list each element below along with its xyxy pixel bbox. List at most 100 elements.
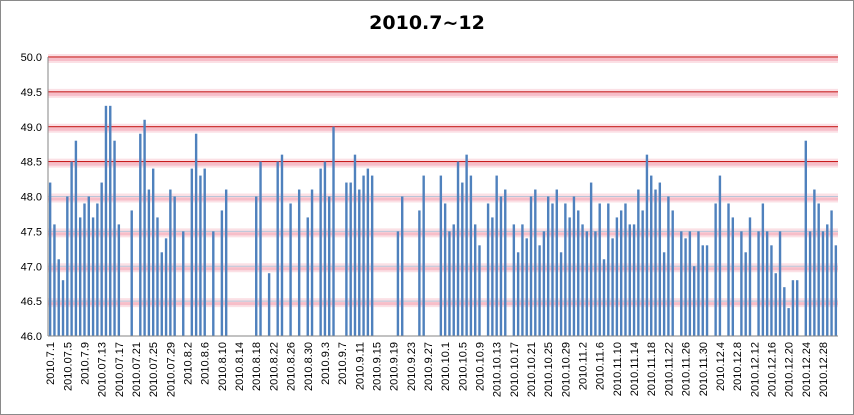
bar xyxy=(705,245,709,336)
x-tick-label: 2010.8.6 xyxy=(200,342,212,385)
bar xyxy=(70,161,73,336)
bar xyxy=(821,231,825,336)
x-tick-label: 2010.07.21 xyxy=(131,342,143,397)
bar xyxy=(53,224,56,336)
bar xyxy=(345,182,348,336)
x-tick-label: 2010.07.17 xyxy=(114,342,126,397)
x-tick-label: 2010.12.28 xyxy=(818,342,830,397)
highlight-band-core xyxy=(48,302,838,306)
x-tick-label: 2010.8.22 xyxy=(268,342,280,391)
x-tick-label: 2010.8.2 xyxy=(183,342,195,385)
bar-series xyxy=(48,105,838,337)
bar xyxy=(156,217,159,336)
x-tick-label: 2010.7.9 xyxy=(79,342,91,385)
bar xyxy=(546,196,550,336)
bar xyxy=(190,168,194,336)
bar xyxy=(319,168,322,336)
bar xyxy=(697,231,700,336)
bar xyxy=(100,182,103,336)
bar xyxy=(632,224,636,336)
bar xyxy=(602,259,606,336)
bar xyxy=(461,182,464,336)
bar xyxy=(83,203,86,336)
x-tick-label: 2010.9.11 xyxy=(354,342,366,390)
bar xyxy=(748,217,752,336)
bar xyxy=(830,210,833,336)
bar xyxy=(615,217,619,336)
bar xyxy=(765,231,769,336)
x-tick-label: 2010.9.27 xyxy=(423,342,435,391)
bar xyxy=(478,245,481,336)
bar xyxy=(173,196,176,336)
y-tick-label: 49.5 xyxy=(21,87,42,99)
x-tick-label: 2010.10.21 xyxy=(526,342,538,397)
x-tick-label: 2010.11.22 xyxy=(663,342,675,396)
x-tick-labels: 2010.7.1 2010.07.5 2010.7.9 2010.07.13 2010.… xyxy=(45,342,830,397)
x-tick-label: 2010.07.25 xyxy=(148,342,160,397)
x-tick-label: 2010.12.12 xyxy=(749,342,761,397)
x-tick-label: 2010.11.26 xyxy=(681,342,693,396)
bar xyxy=(87,196,90,336)
bar xyxy=(91,217,95,336)
bar xyxy=(581,224,584,336)
bar xyxy=(48,182,52,336)
bar xyxy=(66,196,69,336)
x-tick-label: 2010.12.20 xyxy=(784,342,796,397)
highlight-bands xyxy=(48,54,838,308)
bar xyxy=(160,252,163,336)
bar xyxy=(607,203,610,336)
bar xyxy=(770,245,773,336)
bar xyxy=(169,189,172,336)
bar xyxy=(452,224,455,336)
bar xyxy=(366,168,370,336)
bar xyxy=(349,182,352,336)
bar xyxy=(259,161,262,336)
bar xyxy=(688,231,692,336)
bar xyxy=(143,119,146,337)
x-tick-label: 2010.12.8 xyxy=(732,342,744,391)
bar xyxy=(358,189,361,336)
bar xyxy=(555,189,558,336)
x-tick-label: 2010.10.5 xyxy=(457,342,469,391)
bar xyxy=(718,175,722,336)
y-tick-label: 46.5 xyxy=(21,296,42,308)
y-tick-labels: 46.0 46.5 47.0 47.5 48.0 48.5 49.0 49.5 50.0 xyxy=(21,52,42,343)
x-tick-label: 2010.07.5 xyxy=(62,342,74,391)
bar xyxy=(684,238,687,336)
x-tick-label: 2010.12.4 xyxy=(715,342,727,391)
bar xyxy=(280,154,284,336)
bar xyxy=(757,231,760,336)
bar xyxy=(96,203,99,336)
bar xyxy=(564,203,567,336)
axes xyxy=(47,57,838,337)
x-tick-label: 2010.11.6 xyxy=(595,342,607,390)
bar xyxy=(791,280,795,336)
x-tick-label: 2010.8.14 xyxy=(234,342,246,391)
bar xyxy=(289,203,292,336)
bar xyxy=(727,203,730,336)
bar xyxy=(740,231,743,336)
bar xyxy=(529,196,533,336)
bar xyxy=(572,196,576,336)
y-tick-label: 47.5 xyxy=(21,226,42,238)
bar xyxy=(109,105,112,336)
y-tick-label: 49.0 xyxy=(21,122,42,134)
bar xyxy=(796,280,799,336)
bar xyxy=(422,175,425,336)
bar xyxy=(551,203,554,336)
bar xyxy=(370,175,374,336)
bar xyxy=(199,175,202,336)
bar xyxy=(521,224,524,336)
bar xyxy=(778,231,782,336)
bar xyxy=(495,175,498,336)
bar xyxy=(448,231,451,336)
bar xyxy=(469,175,473,336)
bar xyxy=(323,161,327,336)
bar xyxy=(662,252,666,336)
bar xyxy=(650,175,653,336)
x-tick-label: 2010.11.30 xyxy=(698,342,710,396)
bar xyxy=(79,217,82,336)
bar xyxy=(559,252,563,336)
bar xyxy=(826,224,829,336)
